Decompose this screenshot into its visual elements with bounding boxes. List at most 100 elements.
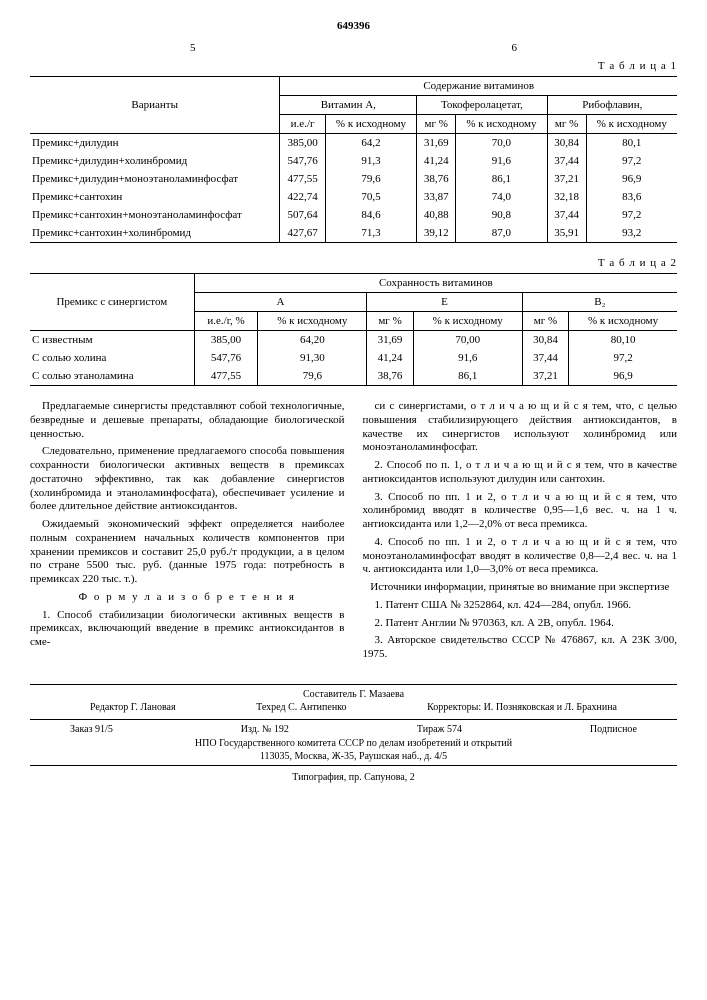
table-cell: 427,67: [280, 224, 325, 243]
para-2: Следовательно, применение предлагаемого …: [30, 445, 345, 514]
t1-sub4: % к исходному: [456, 115, 547, 134]
compiler: Составитель Г. Мазаева: [30, 689, 677, 700]
t1-g1: Витамин А,: [280, 96, 417, 115]
table-cell: 71,3: [325, 224, 416, 243]
table-cell: 37,44: [547, 152, 586, 170]
t1-sub1: и.е./г: [280, 115, 325, 134]
org: НПО Государственного комитета СССР по де…: [30, 738, 677, 749]
t2-g2: Е: [367, 293, 522, 312]
t1-super-header: Содержание витаминов: [280, 77, 677, 96]
t2-variants-header: Премикс с синергистом: [30, 274, 194, 331]
table-cell: 97,2: [586, 206, 677, 224]
table-cell: 97,2: [569, 349, 677, 367]
table-row-label: Премикс+сантохин+холинбромид: [30, 224, 280, 243]
table-cell: 507,64: [280, 206, 325, 224]
sub: Подписное: [590, 724, 637, 735]
para-7: 4. Способ по пп. 1 и 2, о т л и ч а ю щ …: [363, 536, 678, 577]
table-row-label: Премикс+сантохин: [30, 188, 280, 206]
t1-sub2: % к исходному: [325, 115, 416, 134]
table-cell: 86,1: [413, 367, 522, 386]
table-row-label: Премикс+дилудин+моноэтаноламинфосфат: [30, 170, 280, 188]
claim-1: 1. Способ стабилизации биологически акти…: [30, 609, 345, 650]
right-column: си с синергистами, о т л и ч а ю щ и й с…: [363, 400, 678, 666]
table-cell: 70,0: [456, 134, 547, 153]
t2-sub3: мг %: [367, 312, 413, 331]
t2-super-header: Сохранность витаминов: [194, 274, 677, 293]
table-cell: 547,76: [280, 152, 325, 170]
document-number: 649396: [30, 20, 677, 32]
t1-sub6: % к исходному: [586, 115, 677, 134]
table-cell: 40,88: [417, 206, 456, 224]
table-cell: 91,3: [325, 152, 416, 170]
table-cell: 547,76: [194, 349, 258, 367]
table-cell: 87,0: [456, 224, 547, 243]
table-cell: 30,84: [522, 331, 568, 350]
table-row-label: Премикс+дилудин: [30, 134, 280, 153]
table-cell: 41,24: [367, 349, 413, 367]
page-numbers: 5 6: [30, 42, 677, 54]
table-cell: 41,24: [417, 152, 456, 170]
t1-sub3: мг %: [417, 115, 456, 134]
t2-sub2: % к исходному: [258, 312, 367, 331]
table-cell: 93,2: [586, 224, 677, 243]
t2-g1: А: [194, 293, 367, 312]
table-cell: 91,30: [258, 349, 367, 367]
para-5: 2. Способ по п. 1, о т л и ч а ю щ и й с…: [363, 459, 678, 487]
table-cell: 39,12: [417, 224, 456, 243]
table1-caption: Т а б л и ц а 1: [30, 60, 677, 72]
correctors: Корректоры: И. Позняковская и Л. Брахнин…: [427, 702, 617, 713]
table-cell: 64,2: [325, 134, 416, 153]
t1-g3: Рибофлавин,: [547, 96, 677, 115]
table-cell: 70,5: [325, 188, 416, 206]
table-cell: 79,6: [258, 367, 367, 386]
t2-g3: В₂: [522, 293, 677, 312]
table-cell: 64,20: [258, 331, 367, 350]
table-cell: 86,1: [456, 170, 547, 188]
table-row-label: Премикс+сантохин+моноэтаноламинфосфат: [30, 206, 280, 224]
table-cell: 31,69: [367, 331, 413, 350]
editor: Редактор Г. Лановая: [90, 702, 176, 713]
table1: Варианты Содержание витаминов Витамин А,…: [30, 76, 677, 243]
source-2: 2. Патент Англии № 970363, кл. А 2В, опу…: [363, 617, 678, 631]
izd: Изд. № 192: [241, 724, 289, 735]
table-cell: 35,91: [547, 224, 586, 243]
table-cell: 477,55: [280, 170, 325, 188]
para-3: Ожидаемый экономический эффект определяе…: [30, 518, 345, 587]
para-6: 3. Способ по пп. 1 и 2, о т л и ч а ю щ …: [363, 491, 678, 532]
table-cell: 91,6: [413, 349, 522, 367]
table-cell: 84,6: [325, 206, 416, 224]
table-cell: 37,21: [547, 170, 586, 188]
typography: Типография, пр. Сапунова, 2: [30, 772, 677, 783]
table-cell: 30,84: [547, 134, 586, 153]
formula-title: Ф о р м у л а и з о б р е т е н и я: [30, 591, 345, 605]
page-left: 5: [190, 42, 196, 54]
t2-sub4: % к исходному: [413, 312, 522, 331]
table-cell: 80,10: [569, 331, 677, 350]
t1-g2: Токоферолацетат,: [417, 96, 547, 115]
para-1: Предлагаемые синергисты представляют соб…: [30, 400, 345, 441]
table-cell: 96,9: [569, 367, 677, 386]
table-cell: 37,44: [547, 206, 586, 224]
table-row-label: С солью этаноламина: [30, 367, 194, 386]
table-row-label: С солью холина: [30, 349, 194, 367]
page-right: 6: [512, 42, 518, 54]
table-cell: 33,87: [417, 188, 456, 206]
table-cell: 96,9: [586, 170, 677, 188]
source-3: 3. Авторское свидетельство СССР № 476867…: [363, 634, 678, 662]
table-cell: 385,00: [194, 331, 258, 350]
footer: Составитель Г. Мазаева Редактор Г. Ланов…: [30, 684, 677, 783]
order: Заказ 91/5: [70, 724, 113, 735]
table-cell: 74,0: [456, 188, 547, 206]
table-row-label: Премикс+дилудин+холинбромид: [30, 152, 280, 170]
table2: Премикс с синергистом Сохранность витами…: [30, 273, 677, 386]
source-1: 1. Патент США № 3252864, кл. 424—284, оп…: [363, 599, 678, 613]
table-cell: 32,18: [547, 188, 586, 206]
table-cell: 70,00: [413, 331, 522, 350]
para-4: си с синергистами, о т л и ч а ю щ и й с…: [363, 400, 678, 455]
table-cell: 97,2: [586, 152, 677, 170]
table2-caption: Т а б л и ц а 2: [30, 257, 677, 269]
t2-sub1: и.е./г, %: [194, 312, 258, 331]
body-columns: Предлагаемые синергисты представляют соб…: [30, 400, 677, 666]
t1-variants-header: Варианты: [30, 77, 280, 134]
t1-sub5: мг %: [547, 115, 586, 134]
